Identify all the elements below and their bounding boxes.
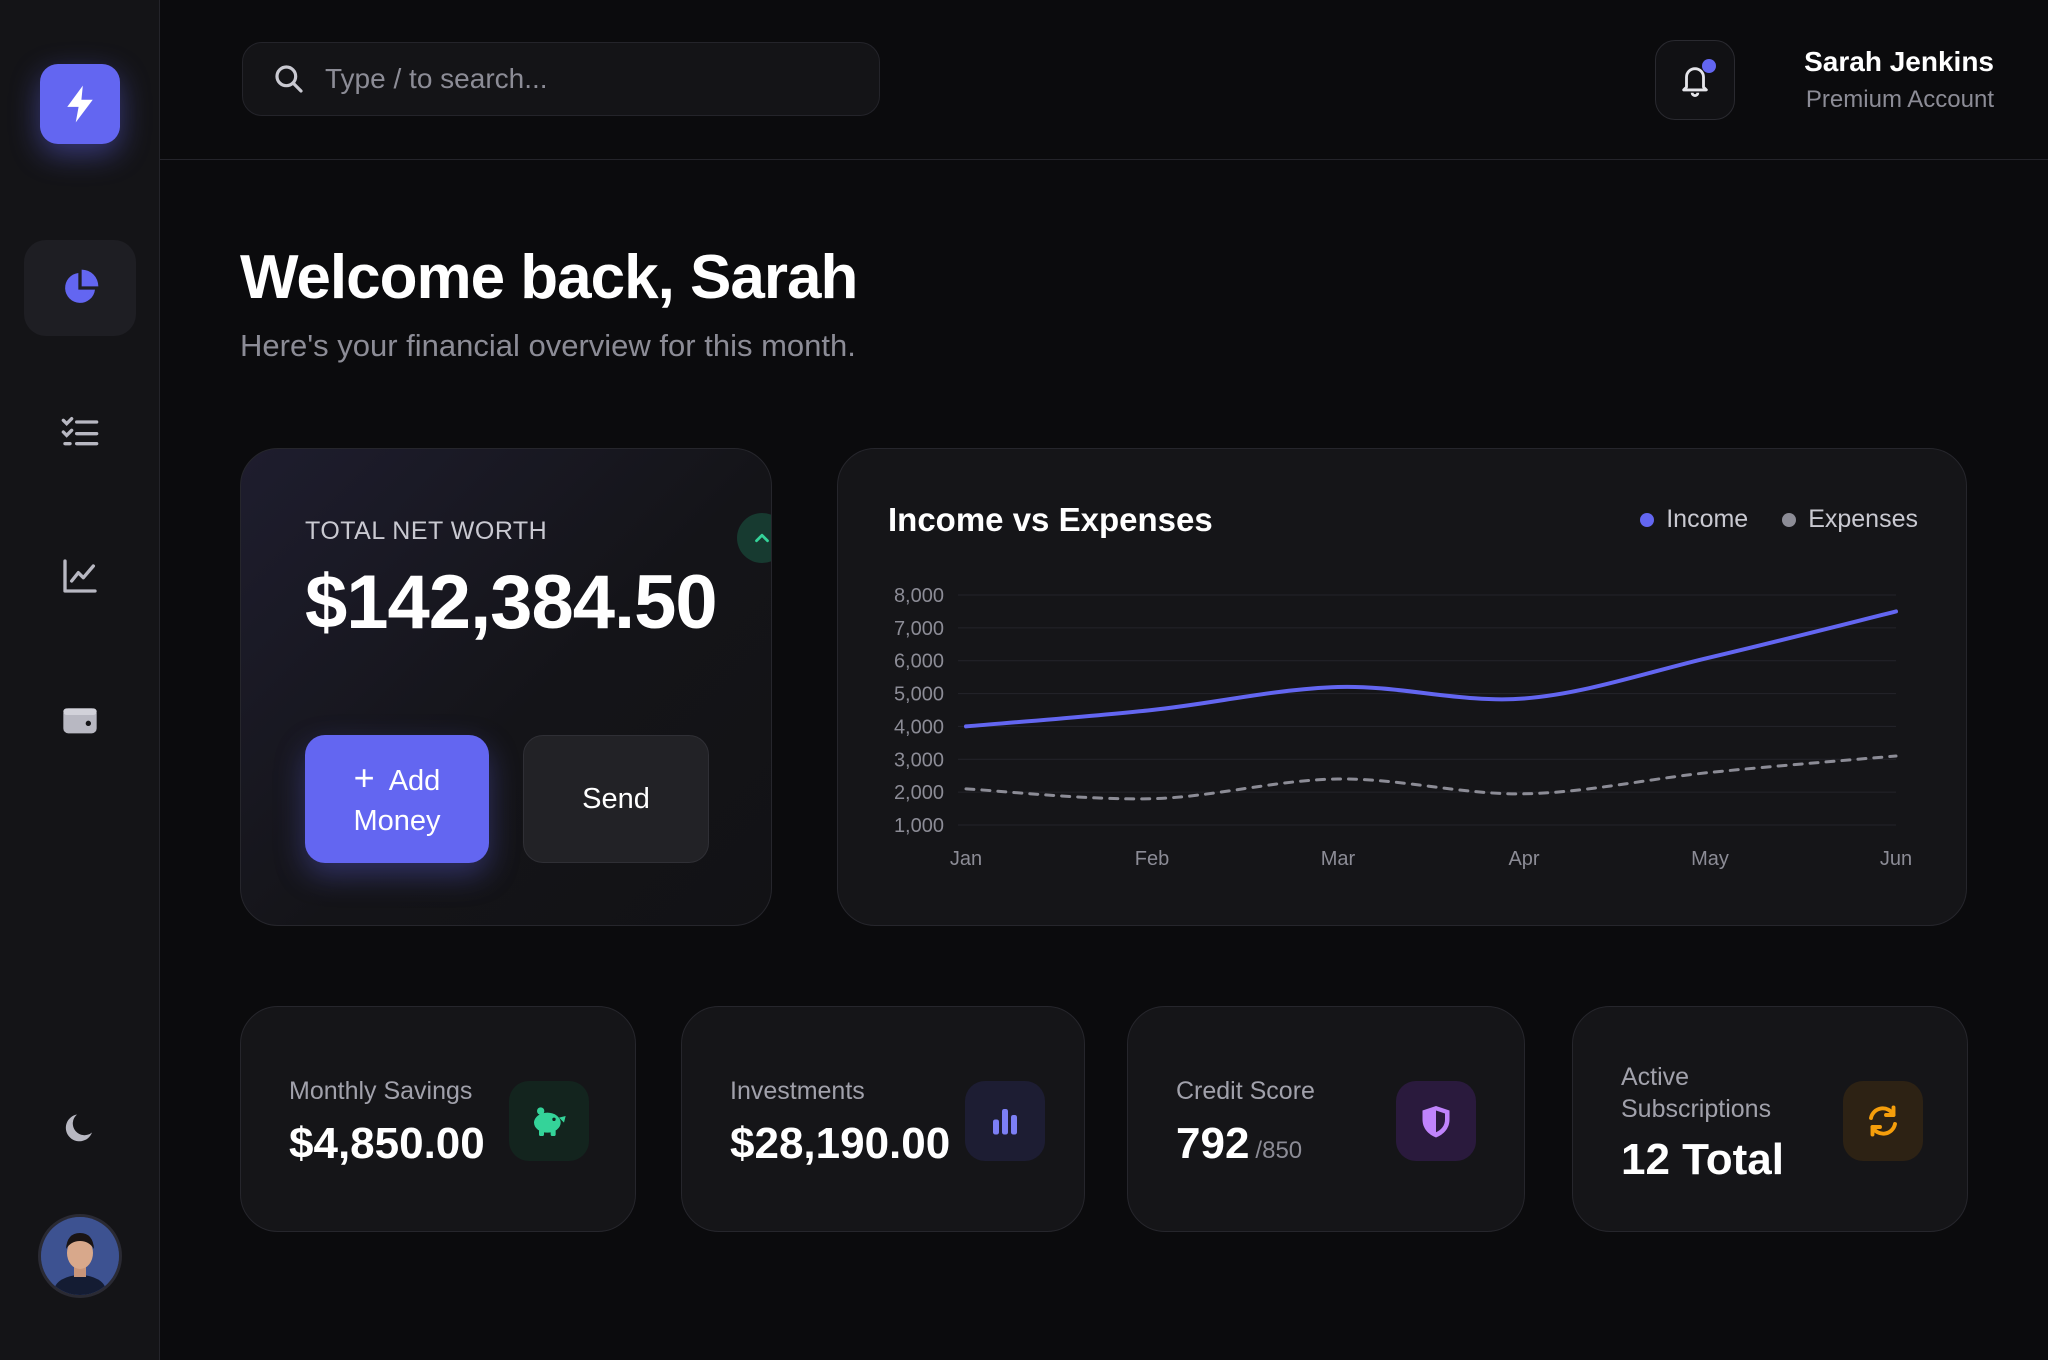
stat-value: $28,190.00 — [730, 1119, 951, 1168]
income-expenses-card: Income vs Expenses Income Expenses 8,000… — [837, 448, 1967, 926]
x-tick-label: Mar — [1321, 848, 1356, 870]
y-tick-label: 5,000 — [894, 684, 944, 706]
monthly-savings-card[interactable]: Monthly Savings $4,850.00 — [240, 1006, 636, 1232]
legend-item-expenses[interactable]: Expenses — [1782, 505, 1918, 534]
shield-icon — [1422, 1106, 1450, 1138]
search-input[interactable] — [325, 63, 845, 95]
nav-item-wallet[interactable] — [24, 672, 136, 768]
y-tick-label: 7,000 — [894, 618, 944, 640]
bell-icon — [1682, 67, 1708, 97]
y-tick-label: 6,000 — [894, 651, 944, 673]
income-expenses-chart: 8,000 7,000 6,000 5,000 4,000 3,000 2,000 1,000… — [894, 585, 1912, 870]
legend-dot-income — [1640, 512, 1655, 527]
app-logo[interactable] — [40, 64, 120, 144]
notification-dot — [1702, 59, 1716, 73]
line-chart-icon — [63, 559, 97, 593]
theme-toggle[interactable] — [24, 1080, 136, 1176]
chevron-up-icon — [755, 533, 769, 543]
send-button[interactable]: Send — [523, 735, 709, 863]
nav-item-tasks[interactable] — [24, 384, 136, 480]
legend-label-income: Income — [1666, 505, 1749, 533]
trend-badge — [737, 513, 771, 563]
search-icon — [275, 65, 303, 93]
user-avatar-icon — [41, 1217, 119, 1295]
page-subtitle: Here's your financial overview for this … — [240, 328, 856, 363]
x-tick-label: Jun — [1880, 848, 1912, 870]
y-tick-label: 1,000 — [894, 815, 944, 837]
sidebar — [0, 0, 160, 1360]
y-tick-label: 3,000 — [894, 749, 944, 771]
nav-item-analytics[interactable] — [24, 528, 136, 624]
search-bar[interactable] — [242, 42, 880, 116]
series-line-expenses — [964, 754, 1898, 801]
chart-title: Income vs Expenses — [888, 501, 1213, 538]
piggy-bank-icon — [534, 1107, 566, 1136]
credit-icon-badge — [1396, 1081, 1476, 1161]
net-worth-value: $142,384.50 — [305, 560, 718, 645]
stat-label: Investments — [730, 1077, 865, 1105]
notifications-button[interactable] — [1655, 40, 1735, 120]
stat-value: 792/850 — [1176, 1119, 1303, 1168]
net-worth-label: TOTAL NET WORTH — [305, 517, 548, 545]
nav-item-dashboard[interactable] — [24, 240, 136, 336]
add-money-label-line2: Money — [353, 804, 441, 837]
subscriptions-icon-badge — [1843, 1081, 1923, 1161]
x-tick-label: Apr — [1508, 848, 1539, 870]
add-money-button[interactable]: + Add Money — [305, 735, 489, 863]
legend-item-income[interactable]: Income — [1640, 505, 1748, 534]
legend-label-expenses: Expenses — [1808, 505, 1918, 533]
add-money-label-line1: + Add — [353, 756, 441, 798]
y-tick-label: 8,000 — [894, 585, 944, 607]
stat-label: Monthly Savings — [289, 1077, 473, 1105]
wallet-icon — [63, 708, 97, 734]
series-line-income — [964, 609, 1898, 729]
top-header: Sarah Jenkins Premium Account — [160, 0, 2048, 160]
credit-score-max: /850 — [1255, 1137, 1303, 1164]
savings-icon-badge — [509, 1081, 589, 1161]
y-tick-label: 4,000 — [894, 716, 944, 738]
user-name[interactable]: Sarah Jenkins — [1804, 46, 1994, 77]
net-worth-card: TOTAL NET WORTH $142,384.50 + Add Money S… — [240, 448, 772, 926]
legend-dot-expenses — [1782, 512, 1797, 527]
x-tick-label: Feb — [1135, 848, 1169, 870]
refresh-icon — [1869, 1105, 1897, 1137]
investments-icon-badge — [965, 1081, 1045, 1161]
x-tick-label: May — [1691, 848, 1729, 870]
bolt-icon — [67, 85, 93, 123]
y-tick-label: 2,000 — [894, 782, 944, 804]
plus-icon: + — [353, 756, 375, 798]
stat-value: $4,850.00 — [289, 1119, 485, 1168]
avatar[interactable] — [38, 1214, 122, 1298]
credit-score-card[interactable]: Credit Score 792/850 — [1127, 1006, 1525, 1232]
stat-value: 12 Total — [1621, 1135, 1785, 1184]
stat-label: Active Subscriptions — [1621, 1063, 1772, 1123]
investments-card[interactable]: Investments $28,190.00 — [681, 1006, 1085, 1232]
x-tick-label: Jan — [950, 848, 982, 870]
bar-chart-icon — [993, 1109, 1017, 1135]
pie-chart-icon — [65, 269, 99, 303]
checklist-icon — [61, 417, 99, 446]
moon-icon — [65, 1114, 92, 1142]
page-title: Welcome back, Sarah — [240, 243, 858, 312]
user-plan: Premium Account — [1805, 86, 1994, 113]
chart-legend: Income Expenses — [1640, 505, 1918, 534]
subscriptions-card[interactable]: Active Subscriptions 12 Total — [1572, 1006, 1968, 1232]
stat-label: Credit Score — [1176, 1077, 1315, 1105]
